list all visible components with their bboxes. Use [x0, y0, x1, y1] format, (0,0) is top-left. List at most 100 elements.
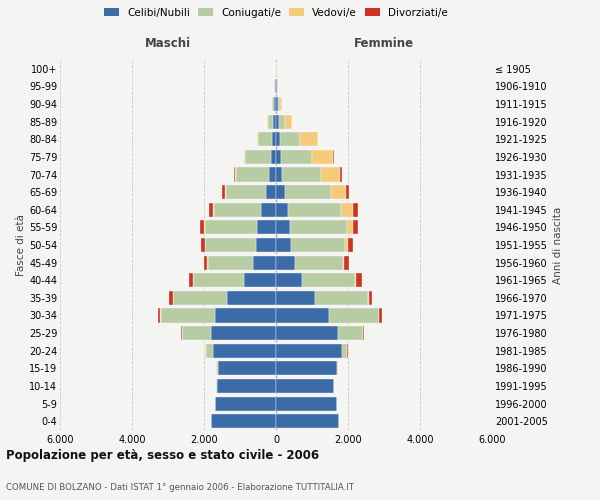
Bar: [215, 308, 276, 322]
Bar: [301, 132, 318, 146]
Bar: [280, 97, 282, 111]
Bar: [363, 326, 364, 340]
Bar: [276, 291, 315, 305]
Bar: [181, 326, 182, 340]
Bar: [322, 168, 340, 181]
Bar: [281, 150, 313, 164]
Bar: [276, 414, 339, 428]
Bar: [277, 80, 278, 94]
Bar: [368, 291, 373, 305]
Bar: [292, 238, 345, 252]
Text: COMUNE DI BOLZANO - Dati ISTAT 1° gennaio 2006 - Elaborazione TUTTITALIA.IT: COMUNE DI BOLZANO - Dati ISTAT 1° gennai…: [6, 483, 354, 492]
Bar: [193, 273, 244, 287]
Bar: [276, 220, 290, 234]
Bar: [253, 256, 276, 270]
Bar: [215, 396, 276, 410]
Bar: [276, 344, 342, 358]
Bar: [274, 97, 276, 111]
Bar: [200, 220, 205, 234]
Bar: [235, 168, 236, 181]
Text: Popolazione per età, sesso e stato civile - 2006: Popolazione per età, sesso e stato civil…: [6, 449, 319, 462]
Bar: [276, 168, 283, 181]
Bar: [338, 326, 363, 340]
Bar: [283, 168, 322, 181]
Bar: [182, 326, 211, 340]
Bar: [276, 80, 277, 94]
Bar: [233, 168, 235, 181]
Bar: [218, 362, 276, 376]
Bar: [216, 379, 217, 393]
Bar: [276, 362, 337, 376]
Bar: [295, 256, 343, 270]
Bar: [209, 202, 213, 217]
Bar: [271, 150, 276, 164]
Bar: [266, 185, 276, 199]
Bar: [208, 256, 253, 270]
Bar: [272, 132, 276, 146]
Bar: [275, 80, 276, 94]
Bar: [276, 132, 280, 146]
Bar: [205, 220, 257, 234]
Bar: [158, 308, 160, 322]
Bar: [245, 150, 271, 164]
Bar: [276, 97, 278, 111]
Bar: [227, 291, 276, 305]
Bar: [276, 185, 284, 199]
Bar: [257, 132, 258, 146]
Bar: [217, 379, 276, 393]
Bar: [276, 150, 281, 164]
Bar: [286, 114, 292, 128]
Bar: [278, 97, 280, 111]
Bar: [313, 150, 333, 164]
Bar: [379, 308, 382, 322]
Legend: Celibi/Nubili, Coniugati/e, Vedovi/e, Divorziati/e: Celibi/Nubili, Coniugati/e, Vedovi/e, Di…: [104, 8, 448, 18]
Bar: [276, 379, 334, 393]
Bar: [331, 185, 346, 199]
Bar: [276, 256, 295, 270]
Bar: [236, 168, 269, 181]
Bar: [226, 185, 266, 199]
Bar: [244, 150, 245, 164]
Bar: [348, 238, 353, 252]
Bar: [189, 273, 193, 287]
Bar: [258, 132, 272, 146]
Bar: [223, 185, 225, 199]
Bar: [169, 291, 173, 305]
Bar: [337, 362, 338, 376]
Bar: [225, 185, 226, 199]
Bar: [257, 220, 276, 234]
Bar: [276, 114, 279, 128]
Bar: [276, 202, 288, 217]
Bar: [161, 308, 215, 322]
Bar: [346, 185, 349, 199]
Bar: [268, 114, 273, 128]
Bar: [206, 344, 213, 358]
Bar: [347, 220, 353, 234]
Bar: [217, 362, 218, 376]
Bar: [329, 308, 379, 322]
Bar: [280, 132, 301, 146]
Bar: [213, 202, 214, 217]
Bar: [244, 273, 276, 287]
Bar: [276, 308, 329, 322]
Bar: [269, 168, 276, 181]
Bar: [214, 202, 261, 217]
Bar: [276, 238, 292, 252]
Bar: [256, 238, 276, 252]
Bar: [201, 238, 205, 252]
Bar: [211, 326, 276, 340]
Bar: [315, 291, 368, 305]
Bar: [261, 202, 276, 217]
Y-axis label: Fasce di età: Fasce di età: [16, 214, 26, 276]
Bar: [273, 114, 276, 128]
Bar: [356, 273, 362, 287]
Bar: [276, 396, 337, 410]
Bar: [353, 202, 358, 217]
Bar: [205, 238, 256, 252]
Bar: [173, 291, 227, 305]
Bar: [342, 344, 347, 358]
Bar: [284, 185, 331, 199]
Text: Femmine: Femmine: [354, 38, 414, 51]
Y-axis label: Anni di nascita: Anni di nascita: [553, 206, 563, 284]
Bar: [272, 97, 274, 111]
